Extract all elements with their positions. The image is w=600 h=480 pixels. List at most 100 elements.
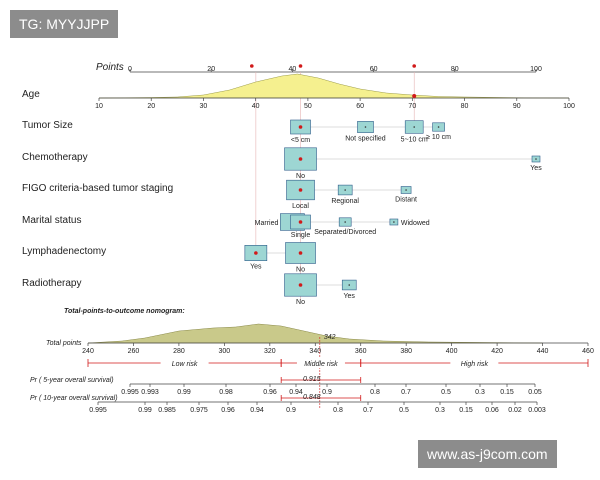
- survival-tick-label: 0.8: [333, 407, 343, 414]
- survival-tick-label: 0.99: [138, 407, 152, 414]
- radiotherapy-level-dot: [348, 284, 351, 286]
- age-tick-label: 80: [461, 103, 469, 110]
- radiotherapy-label: Radiotherapy: [22, 278, 81, 289]
- figo-criteria-based-tumor-staging-level-label: Local: [292, 203, 309, 210]
- tumor-size-level-dot: [364, 126, 367, 128]
- chemotherapy-level-label: Yes: [530, 165, 542, 172]
- total-points-tick-label: 400: [446, 348, 458, 355]
- survival-tick-label: 0.96: [263, 389, 277, 396]
- marital-status-level-label: Separated/Divorced: [314, 229, 376, 236]
- age-tick-label: 100: [563, 103, 575, 110]
- lymphadenectomy-label: Lymphadenectomy: [22, 246, 106, 257]
- total-points-tick-label: 260: [128, 348, 140, 355]
- total-points-label: Total points: [46, 340, 82, 347]
- age-tick-label: 90: [513, 103, 521, 110]
- survival-tick-label: 0.975: [190, 407, 208, 414]
- age-tick-label: 50: [304, 103, 312, 110]
- survival-tick-label: 0.9: [322, 389, 332, 396]
- risk-group-label: High risk: [461, 361, 489, 368]
- survival-tick-label: 0.15: [500, 389, 514, 396]
- points-tick-label: 0: [128, 66, 132, 73]
- observed-survival: 0.848: [303, 394, 321, 401]
- tumor-size-level-dot: [437, 126, 440, 128]
- survival-tick-label: 0.7: [363, 407, 373, 414]
- tumor-size-level-dot: [413, 126, 416, 128]
- tumor-size-label: Tumor Size: [22, 120, 73, 131]
- survival-axis-label: Pr ( 10-year overall survival): [30, 395, 118, 402]
- age-tick-label: 60: [356, 103, 364, 110]
- figo-criteria-based-tumor-staging-label: FIGO criteria-based tumor staging: [22, 183, 173, 194]
- survival-tick-label: 0.7: [401, 389, 411, 396]
- points-marker: [250, 64, 254, 68]
- figo-criteria-based-tumor-staging-level-dot: [405, 189, 407, 191]
- survival-tick-label: 0.9: [286, 407, 296, 414]
- radiotherapy-level-label: Yes: [344, 293, 356, 300]
- age-tick-label: 70: [408, 103, 416, 110]
- total-points-tick-label: 380: [400, 348, 412, 355]
- total-points-title: Total-points-to-outcome nomogram:: [64, 308, 185, 315]
- age-marker: [412, 94, 417, 98]
- points-tick-label: 100: [530, 66, 542, 73]
- survival-tick-label: 0.02: [508, 407, 522, 414]
- survival-tick-label: 0.985: [158, 407, 176, 414]
- observed-survival: 0.915: [303, 376, 321, 383]
- age-tick-label: 30: [200, 103, 208, 110]
- total-points-density: [87, 323, 543, 344]
- lymphadenectomy-level-dot: [298, 251, 303, 255]
- total-points-tick-label: 320: [264, 348, 276, 355]
- total-points-tick-label: 280: [173, 348, 185, 355]
- tumor-size-level-dot: [298, 125, 303, 129]
- points-marker: [412, 64, 417, 68]
- lymphadenectomy-level-label: Yes: [250, 264, 262, 271]
- age-tick-label: 10: [95, 103, 103, 110]
- marital-status-level-dot: [344, 221, 346, 223]
- total-points-tick-label: 340: [309, 348, 321, 355]
- total-points-tick-label: 440: [537, 348, 549, 355]
- risk-group-label: Low risk: [172, 361, 198, 368]
- points-tick-label: 80: [451, 66, 459, 73]
- total-points-tick-label: 300: [219, 348, 231, 355]
- marital-status-level-label: Single: [291, 232, 311, 239]
- radiotherapy-level-dot: [298, 283, 303, 287]
- marital-status-level-dot: [393, 221, 395, 223]
- survival-tick-label: 0.003: [528, 407, 546, 414]
- points-tick-label: 20: [207, 66, 215, 73]
- tumor-size-level-label: ≥ 10 cm: [426, 134, 451, 141]
- survival-tick-label: 0.15: [459, 407, 473, 414]
- points-tick-label: 40: [289, 66, 297, 73]
- lymphadenectomy-level-label: No: [296, 267, 305, 274]
- total-points-tick-label: 240: [82, 348, 94, 355]
- tumor-size-level-label: Not specified: [345, 136, 386, 143]
- total-points-tick-label: 420: [491, 348, 503, 355]
- survival-tick-label: 0.5: [441, 389, 451, 396]
- age-tick-label: 40: [252, 103, 260, 110]
- marital-status-level-label: Widowed: [401, 220, 430, 227]
- chemotherapy-level-label: No: [296, 173, 305, 180]
- figo-criteria-based-tumor-staging-level-dot: [344, 189, 346, 191]
- watermark-bottom: www.as-j9com.com: [418, 440, 557, 468]
- survival-tick-label: 0.995: [89, 407, 107, 414]
- watermark-top: TG: MYYJJPP: [10, 10, 119, 38]
- points-marker: [298, 64, 303, 68]
- figo-criteria-based-tumor-staging-level-label: Regional: [331, 198, 359, 205]
- marital-status-label: Marital status: [22, 215, 81, 226]
- survival-tick-label: 0.995: [121, 389, 139, 396]
- survival-tick-label: 0.94: [289, 389, 303, 396]
- points-axis-label: Points: [96, 62, 124, 73]
- total-points-tick-label: 360: [355, 348, 367, 355]
- survival-tick-label: 0.96: [221, 407, 235, 414]
- risk-group-label: Middle risk: [304, 361, 338, 368]
- total-points-tick-label: 460: [582, 348, 594, 355]
- age-density: [98, 73, 570, 99]
- observed-total-points: 342: [324, 334, 336, 341]
- points-tick-label: 60: [370, 66, 378, 73]
- survival-tick-label: 0.993: [141, 389, 159, 396]
- age-label: Age: [22, 89, 40, 100]
- survival-tick-label: 0.5: [399, 407, 409, 414]
- radiotherapy-level-label: No: [296, 299, 305, 306]
- chemotherapy-label: Chemotherapy: [22, 152, 88, 163]
- risk-group-label-bg: [450, 357, 499, 368]
- risk-group-label-bg: [160, 357, 209, 368]
- risk-group-label-bg: [296, 357, 345, 368]
- figo-criteria-based-tumor-staging-level-dot: [298, 188, 303, 192]
